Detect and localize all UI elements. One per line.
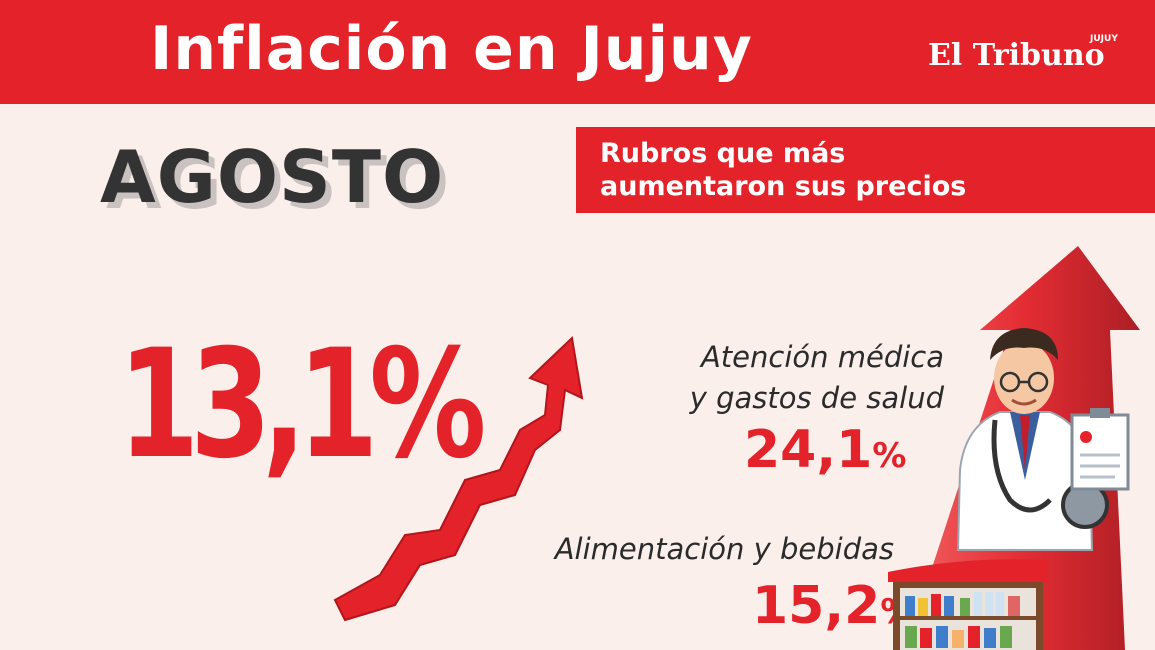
rubros-text: Rubros que más aumentaron sus precios [600,137,966,203]
category-health-value: 24,1% [744,420,906,480]
food-value-number: 15,2 [752,576,881,636]
category-food-line-1: Alimentación y bebidas [554,532,894,566]
main-inflation-rate: 13,1% [118,318,486,492]
header-bar: Inflación en Jujuy El Tribuno JUJUY [0,0,1155,104]
health-value-number: 24,1 [744,420,873,480]
category-health-line-2: y gastos de salud [689,381,944,415]
page-title: Inflación en Jujuy [150,14,753,84]
logo: El Tribuno [928,38,1105,73]
rubros-banner: Rubros que más aumentaron sus precios [576,127,1155,213]
rubros-line-1: Rubros que más [600,138,846,169]
rubros-line-2: aumentaron sus precios [600,171,967,202]
category-health-line-1: Atención médica [700,340,944,374]
logo-region: JUJUY [1090,34,1118,44]
health-value-unit: % [872,436,907,476]
month-label: AGOSTO [100,135,445,219]
